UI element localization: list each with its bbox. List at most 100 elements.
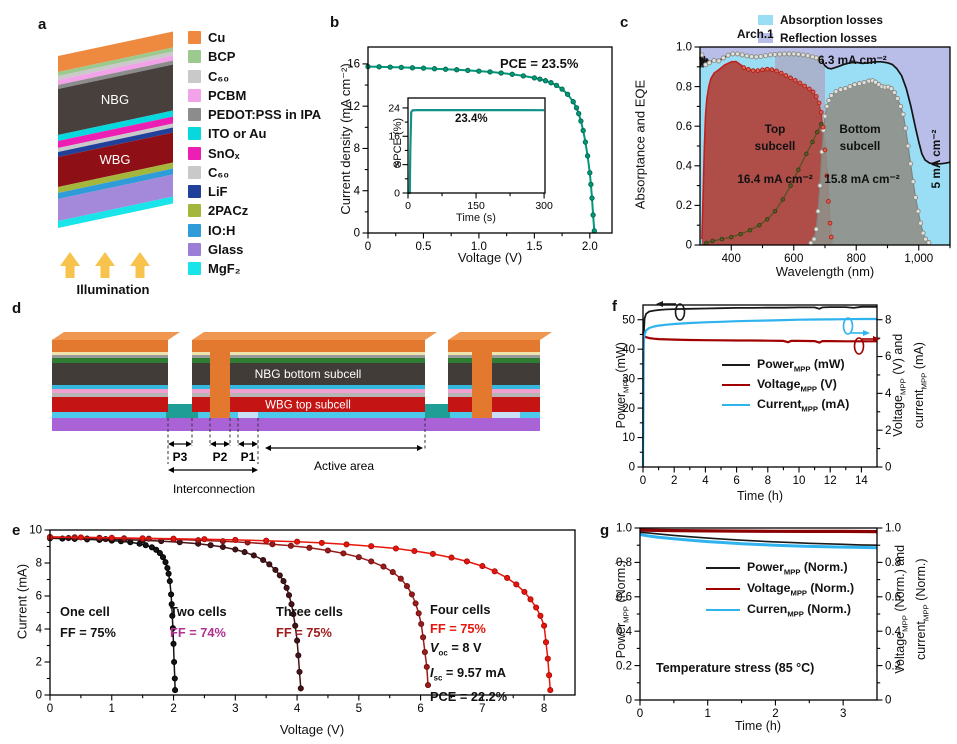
- cell-layer: [52, 352, 168, 355]
- total-absorptance-markers-marker: [800, 52, 806, 58]
- absorption-losses-swatch: [758, 15, 773, 25]
- material-swatch: [188, 108, 201, 121]
- arrowhead: [265, 445, 271, 451]
- Four cells-marker: [479, 563, 486, 570]
- layer-snox: [58, 116, 173, 148]
- One cell-marker: [168, 591, 175, 598]
- Three cells-marker: [412, 600, 419, 607]
- material-swatch: [188, 262, 201, 275]
- y-tick-label: 16: [388, 131, 400, 143]
- total-absorptance-markers-marker: [795, 51, 801, 57]
- Power MPP (mW)-line: [642, 305, 877, 468]
- cell-layer: [448, 363, 540, 385]
- device-stack-graphic: NBG WBG: [58, 31, 173, 278]
- Four cells-marker: [77, 534, 84, 541]
- material-swatch: [188, 146, 201, 160]
- material-swatch: [188, 204, 201, 218]
- J-V curve-marker: [564, 91, 571, 97]
- voltage-axis-indicator: [853, 336, 880, 355]
- y-tick-label: 0.4: [676, 160, 693, 172]
- Four cells-marker: [527, 596, 534, 603]
- bottom-subcell-label-2: subcell: [839, 139, 881, 153]
- x-tick-label: 150: [467, 200, 485, 212]
- x-tick-label: 1: [705, 708, 711, 720]
- J-V curve-marker: [431, 66, 438, 72]
- cell-layer: [52, 358, 168, 363]
- Bottom subcell EQE-marker: [898, 103, 904, 109]
- total-absorptance-markers-marker: [786, 51, 792, 57]
- cell-layer: [52, 397, 168, 412]
- Filtered bottom absorptance-marker: [788, 183, 793, 188]
- x-tick-label: 0: [405, 200, 411, 212]
- total-absorptance-markers-marker: [716, 58, 722, 64]
- y2-tick-label: 0.2: [885, 660, 901, 672]
- Three cells-marker: [397, 575, 404, 582]
- parasitic-band: [775, 53, 825, 152]
- Two cells-marker: [272, 566, 279, 573]
- material-swatch: [188, 88, 201, 102]
- Filtered bottom absorptance-marker: [738, 231, 743, 237]
- cell-layer: [448, 340, 540, 352]
- y-tick-label: 8: [394, 159, 400, 171]
- Four cells-marker: [139, 535, 146, 542]
- wbg-subcell-label: WBG top subcell: [265, 400, 351, 412]
- J-V curve-marker: [578, 118, 584, 124]
- Current MPP (mA)-line: [641, 317, 877, 468]
- x-tick-label: 1.0: [471, 241, 487, 253]
- Two cells-marker: [266, 561, 273, 568]
- y2-tick-label: 8: [885, 314, 891, 326]
- cell-layer: [448, 355, 540, 358]
- top-eqe-markers-marker: [750, 68, 756, 73]
- y-tick-label: 8: [36, 558, 42, 570]
- material-legend: Cu BCP C₆₀ PCBM PEDOT:PSS in IPA ITO or Au SnO…: [188, 30, 321, 276]
- total-absorptance-markers-marker: [734, 51, 741, 57]
- panel-letter-g: g: [600, 522, 610, 539]
- material-legend-item: Cu: [188, 30, 321, 45]
- material-legend-item: MgF₂: [188, 261, 321, 276]
- time-x-axis-title-f: Time (h): [736, 489, 784, 503]
- y-tick-label: 12: [347, 101, 360, 113]
- Four cells-marker: [232, 536, 239, 543]
- J-V curve-marker: [465, 67, 471, 74]
- Four cells-marker: [544, 655, 551, 662]
- current-line-swatch: [722, 404, 750, 407]
- One cell-marker: [153, 546, 160, 553]
- Four cells-marker: [448, 554, 455, 561]
- total-absorptance-markers-marker: [817, 56, 823, 62]
- Filtered bottom absorptance-marker: [780, 197, 786, 202]
- J-V curve-marker: [509, 71, 515, 77]
- arrowhead: [186, 441, 192, 447]
- top-eqe-markers-marker: [755, 68, 761, 73]
- Four cells-marker: [411, 547, 418, 555]
- y2-tick-label: 0: [885, 695, 891, 707]
- total-absorptance-markers-marker: [711, 57, 717, 64]
- y2-tick-label: 0: [885, 462, 891, 474]
- Bottom subcell EQE-marker: [888, 86, 894, 92]
- top-eqe-markers-marker: [820, 124, 826, 130]
- cell-layer: [52, 393, 168, 397]
- Four cells-marker: [491, 568, 498, 575]
- y2-tick-label: 1.0: [885, 523, 901, 535]
- One cell-marker: [170, 640, 177, 647]
- One cell-marker: [142, 542, 149, 549]
- Bottom subcell EQE-marker: [815, 208, 821, 214]
- legend-voltage-norm: VoltageMPP (Norm.): [706, 581, 854, 597]
- material-legend-item: PEDOT:PSS in IPA: [188, 107, 321, 122]
- J-V curve-marker: [570, 99, 576, 105]
- x-tick-label: 7: [479, 703, 485, 715]
- p1-scribe-patch: [238, 412, 258, 418]
- p1-scribe-patch: [488, 412, 520, 418]
- layer-c60-2: [58, 123, 173, 152]
- Filtered bottom absorptance-marker: [764, 217, 770, 222]
- cell-layer: [448, 393, 540, 397]
- arrowhead: [210, 441, 216, 447]
- panel-letter-f: f: [612, 298, 617, 315]
- material-legend-item: Glass: [188, 242, 321, 257]
- top-subcell-current: 16.4 mA cm⁻²: [737, 172, 813, 186]
- Bottom subcell EQE-marker: [903, 125, 909, 131]
- cell-layer: [52, 340, 168, 352]
- Three cells-marker: [389, 569, 396, 576]
- power-y-axis-title: PowerMPP (mW): [613, 342, 631, 429]
- Three cells-marker: [380, 563, 387, 570]
- multicell-jv-chart: 0 1 2 3 4 5 6 7 8 0 2 4 6 8 10: [29, 525, 576, 715]
